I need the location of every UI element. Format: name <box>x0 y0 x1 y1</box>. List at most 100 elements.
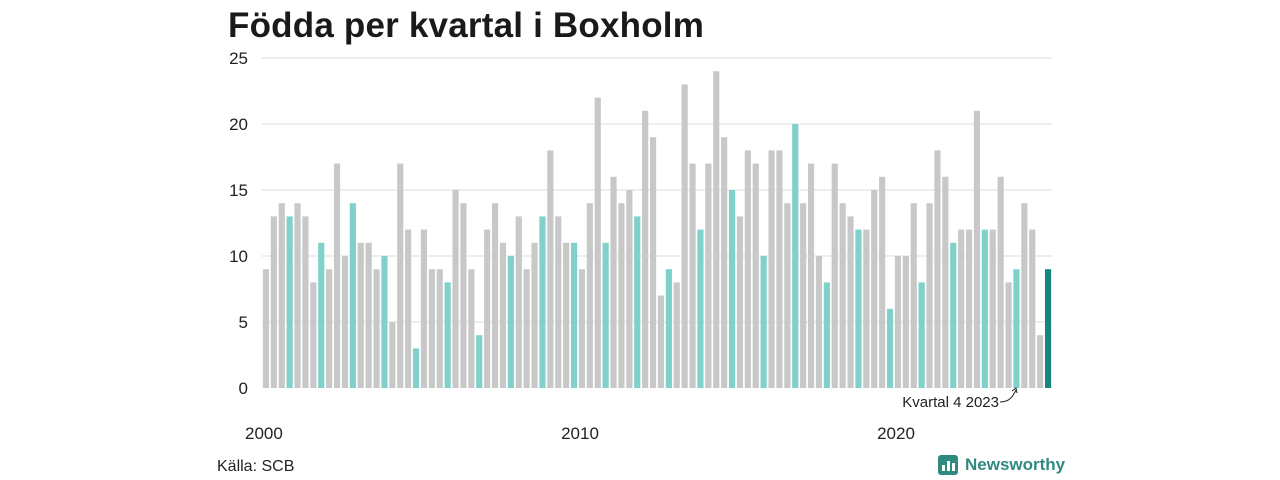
x-axis-ticks: 2000 2010 2020 <box>245 424 915 443</box>
bar <box>318 242 325 388</box>
bar <box>728 190 736 388</box>
bar <box>1021 203 1028 388</box>
bar <box>649 137 657 388</box>
bar <box>721 137 728 388</box>
bar <box>389 322 396 388</box>
bar <box>326 269 333 388</box>
bar <box>950 242 957 388</box>
bar <box>736 216 744 388</box>
bar <box>302 216 309 388</box>
bar <box>499 242 507 388</box>
bar <box>373 269 380 388</box>
bar <box>642 110 649 389</box>
bar <box>894 256 902 388</box>
bar <box>807 163 815 388</box>
bar <box>910 203 917 388</box>
bar <box>270 216 277 388</box>
bar <box>491 203 499 388</box>
bar <box>973 110 981 389</box>
bar <box>278 203 285 388</box>
bar <box>839 203 846 388</box>
bar <box>1037 335 1044 388</box>
source-note: Källa: SCB <box>217 458 295 475</box>
bar <box>681 84 688 389</box>
bar <box>1013 269 1020 388</box>
brand-name: Newsworthy <box>965 455 1066 474</box>
bar <box>570 242 578 388</box>
bar <box>563 242 570 388</box>
bar <box>800 203 807 388</box>
bar <box>294 203 301 388</box>
bar <box>262 269 270 388</box>
y-tick-label: 5 <box>239 313 248 332</box>
bar <box>752 163 759 388</box>
bar <box>760 256 767 388</box>
bar <box>831 163 838 388</box>
bar <box>547 150 554 388</box>
bar <box>665 269 672 388</box>
bar <box>357 242 364 388</box>
bar <box>405 229 412 388</box>
bar <box>879 176 886 388</box>
bar <box>942 176 949 388</box>
bar <box>586 203 593 388</box>
y-tick-label: 10 <box>229 247 248 266</box>
bar <box>926 203 933 388</box>
bar <box>981 229 988 388</box>
bar <box>689 163 696 388</box>
y-axis-ticks: 0 5 10 15 20 25 <box>229 49 248 398</box>
bar <box>958 229 965 388</box>
bar <box>634 216 641 388</box>
bar <box>460 203 467 388</box>
bar <box>871 190 878 388</box>
bar <box>365 242 372 388</box>
bar <box>420 229 428 388</box>
bar <box>555 216 562 388</box>
bar <box>823 282 830 388</box>
bar <box>657 295 665 388</box>
bar <box>744 150 751 388</box>
bar <box>902 256 909 388</box>
bars <box>262 71 1052 389</box>
bar <box>397 163 404 388</box>
bar <box>847 216 854 388</box>
bar <box>515 216 522 388</box>
bar <box>697 229 704 388</box>
bar <box>713 71 720 388</box>
bar <box>444 282 451 388</box>
bar <box>863 229 870 388</box>
bar <box>768 150 775 388</box>
x-tick-label: 2000 <box>245 424 283 443</box>
bar <box>484 229 491 388</box>
bar <box>626 190 633 388</box>
bar <box>965 229 973 388</box>
x-tick-label: 2020 <box>877 424 915 443</box>
bar <box>468 269 475 388</box>
bar <box>602 242 609 388</box>
bar <box>381 256 388 388</box>
bar <box>539 216 546 388</box>
bar <box>934 150 941 388</box>
bar <box>412 348 420 388</box>
bar <box>578 269 586 388</box>
bar-chart-speech-icon <box>938 455 958 475</box>
highlight-bar <box>1044 269 1052 388</box>
brand-logo: Newsworthy <box>938 455 1065 475</box>
x-tick-label: 2010 <box>561 424 599 443</box>
bar <box>784 203 791 388</box>
bar <box>310 282 317 388</box>
y-tick-label: 15 <box>229 181 248 200</box>
annotation-arrowhead <box>1011 387 1018 394</box>
bar <box>792 124 799 388</box>
bar <box>886 308 894 388</box>
bar <box>1005 282 1012 388</box>
bar <box>610 176 617 388</box>
chart-title: Födda per kvartal i Boxholm <box>228 6 705 45</box>
bar <box>523 269 530 388</box>
highlight-label: Kvartal 4 2023 <box>902 394 999 411</box>
bar <box>997 176 1004 388</box>
annotation: Kvartal 4 2023 <box>902 387 1018 411</box>
bar <box>705 163 712 388</box>
bar <box>341 256 349 388</box>
